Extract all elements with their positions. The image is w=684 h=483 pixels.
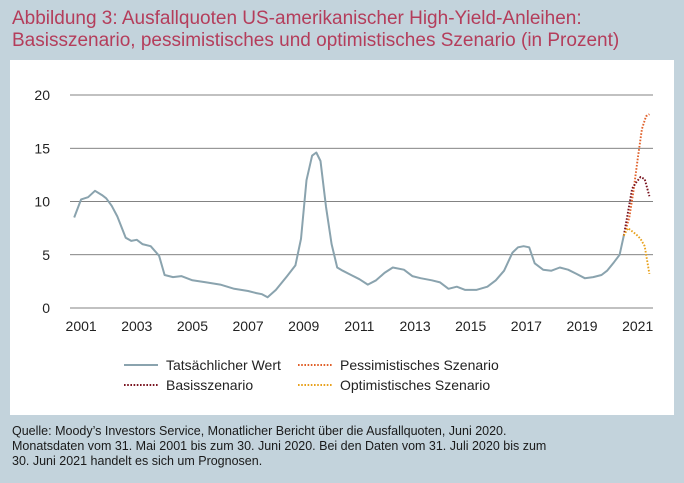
x-axis: 2001 2003 2005 2007 2009 2011 2013 2015 2017 2019… bbox=[66, 318, 654, 334]
y-axis: 0 5 10 15 20 bbox=[34, 87, 50, 316]
x-tick-label: 2007 bbox=[233, 318, 264, 334]
y-tick-label: 10 bbox=[34, 194, 50, 210]
y-tick-label: 15 bbox=[34, 140, 50, 156]
x-tick-label: 2005 bbox=[177, 318, 208, 334]
grid-lines bbox=[70, 94, 653, 309]
chart-panel: 0 5 10 15 20 2001 2003 2005 2007 2009 2011 2013 201… bbox=[10, 60, 674, 415]
x-tick-label: 2017 bbox=[511, 318, 542, 334]
x-tick-label: 2015 bbox=[455, 318, 486, 334]
y-tick-label: 0 bbox=[42, 300, 50, 316]
series-line-optimistisches-szenario bbox=[622, 227, 651, 275]
y-tick-label: 20 bbox=[34, 87, 50, 103]
x-tick-label: 2009 bbox=[288, 318, 319, 334]
legend-label-pessimistisches-szenario: Pessimistisches Szenario bbox=[340, 357, 499, 373]
legend: Tatsächlicher Wert Pessimistisches Szenar… bbox=[124, 357, 499, 393]
legend-label-optimistisches-szenario: Optimistisches Szenario bbox=[340, 377, 490, 393]
x-tick-label: 2003 bbox=[121, 318, 152, 334]
legend-label-basisszenario: Basisszenario bbox=[166, 377, 253, 393]
x-tick-label: 2011 bbox=[344, 318, 374, 334]
chart-title: Abbildung 3: Ausfallquoten US-amerikanis… bbox=[12, 8, 677, 52]
source-line-2: Monatsdaten vom 31. Mai 2001 bis zum 30.… bbox=[12, 439, 547, 453]
x-tick-label: 2021 bbox=[622, 318, 653, 334]
series-group bbox=[73, 113, 651, 299]
line-chart: 0 5 10 15 20 2001 2003 2005 2007 2009 2011 2013 201… bbox=[34, 87, 654, 393]
series-line-pessimistisches-szenario bbox=[622, 113, 650, 236]
x-tick-label: 2013 bbox=[399, 318, 430, 334]
x-tick-label: 2019 bbox=[566, 318, 597, 334]
x-tick-label: 2001 bbox=[66, 318, 97, 334]
source-note: Quelle: Moody’s Investors Service, Monat… bbox=[12, 424, 677, 469]
source-line-3: 30. Juni 2021 handelt es sich um Prognos… bbox=[12, 454, 263, 468]
chart-title-line-1: Abbildung 3: Ausfallquoten US-amerikanis… bbox=[12, 8, 582, 29]
chart-title-line-2: Basisszenario, pessimistisches und optim… bbox=[12, 30, 620, 51]
series-line-basisszenario bbox=[622, 176, 651, 236]
legend-label-tatsaechlicher-wert: Tatsächlicher Wert bbox=[166, 357, 281, 373]
y-tick-label: 5 bbox=[42, 247, 50, 263]
series-line-tatsaechlicher-wert bbox=[73, 151, 625, 299]
source-line-1: Quelle: Moody’s Investors Service, Monat… bbox=[12, 424, 507, 438]
